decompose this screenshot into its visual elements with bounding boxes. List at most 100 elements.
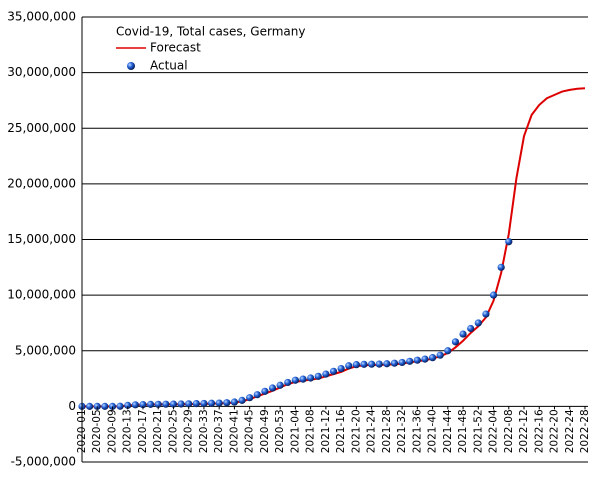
forecast-line [82,87,586,408]
actual-point [307,374,315,382]
actual-point [406,357,414,365]
x-tick-label: 2022-28 [579,409,591,453]
y-tick-label: -5,000,000 [11,455,76,469]
actual-point [390,359,399,367]
actual-point [444,347,452,355]
x-tick-label: 2021-28 [381,409,393,453]
actual-point [200,399,208,408]
actual-point [154,400,162,408]
x-tick-label: 2020-41 [228,409,240,453]
actual-point [299,375,307,383]
x-tick-label: 2021-08 [305,409,317,453]
x-tick-label: 2020-45 [244,409,256,453]
x-tick-label: 2021-12 [320,409,332,453]
x-tick-label: 2022-16 [533,409,545,453]
x-tick-label: 2022-04 [488,409,500,453]
x-tick-label: 2020-49 [259,409,271,453]
grid [82,16,588,463]
actual-point [482,310,490,318]
x-tick-label: 2021-20 [350,409,362,453]
x-tick-label: 2021-16 [335,409,347,453]
actual-point [230,398,239,406]
y-tick-label: 10,000,000 [7,288,76,302]
actual-point [489,291,498,299]
actual-point [436,351,444,359]
actual-point [124,401,132,409]
actual-point [207,399,216,407]
actual-point [398,358,406,367]
x-tick-label: 2022-24 [564,409,576,453]
actual-point [360,360,368,368]
actual-point [352,361,360,369]
x-tick-label: 2021-44 [442,409,454,453]
actual-point [162,400,170,408]
x-tick-label: 2020-53 [274,409,286,453]
x-tick-label: 2021-48 [457,409,469,453]
actual-point [146,400,155,408]
actual-point [428,354,437,362]
y-tick-label: 20,000,000 [7,176,76,190]
actual-point [139,400,147,409]
legend: Covid-19, Total cases, Germany Forecast … [116,25,305,73]
actual-point [101,402,109,410]
actual-point [192,399,200,408]
y-tick-label: 0 [68,399,76,413]
actual-point [253,391,261,399]
y-tick-label: 35,000,000 [7,10,76,24]
actual-point [291,376,299,384]
actual-point [467,324,475,333]
actual-point [261,387,269,395]
actual-point [116,402,124,410]
actual-point [421,355,429,363]
actual-point [268,384,277,392]
legend-label: Forecast [150,41,201,55]
actual-point [459,330,467,338]
x-tick-label: 2021-52 [472,409,484,453]
actual-point [383,360,391,368]
actual-point [474,319,482,327]
actual-point [276,381,284,389]
x-tick-label: 2020-21 [152,409,164,453]
y-tick-label: 15,000,000 [7,232,76,246]
actual-point [329,367,338,375]
x-tick-label: 2022-20 [549,409,561,453]
actual-point [451,338,460,346]
actual-point [246,394,254,402]
actual-point [177,400,185,408]
legend-marker [127,62,135,70]
x-tick-label: 2020-37 [213,409,225,453]
actual-point [223,399,231,407]
actual-point [337,364,345,373]
y-tick-label: 30,000,000 [7,65,76,79]
actual-point [185,400,193,408]
actual-point [314,372,322,380]
x-tick-label: 2020-33 [198,409,210,453]
y-tick-label: 25,000,000 [7,121,76,135]
x-tick-label: 2021-40 [427,409,439,453]
x-tick-label: 2020-25 [167,409,179,453]
x-tick-label: 2021-32 [396,409,408,453]
actual-point [322,370,330,378]
x-tick-label: 2020-17 [137,409,149,453]
actual-point [505,238,513,246]
x-tick-label: 2020-09 [106,409,118,453]
actual-point [368,360,376,368]
x-tick-label: 2021-36 [411,409,423,453]
actual-point [131,401,139,409]
actual-point [345,362,353,370]
x-tick-label: 2020-13 [122,409,134,453]
actual-point [375,360,383,368]
x-tick-label: 2022-12 [518,409,530,453]
actual-point [169,400,178,408]
y-tick-label: 5,000,000 [15,343,76,357]
actual-point [238,396,246,404]
x-tick-label: 2020-05 [91,409,103,453]
x-tick-label: 2020-29 [183,409,195,453]
x-tick-label: 2020-01 [76,409,88,453]
x-tick-label: 2021-24 [366,409,378,453]
actual-point [284,378,292,387]
x-tick-label: 2022-08 [503,409,515,453]
legend-title: Covid-19, Total cases, Germany [116,25,305,39]
actual-point [497,263,505,271]
